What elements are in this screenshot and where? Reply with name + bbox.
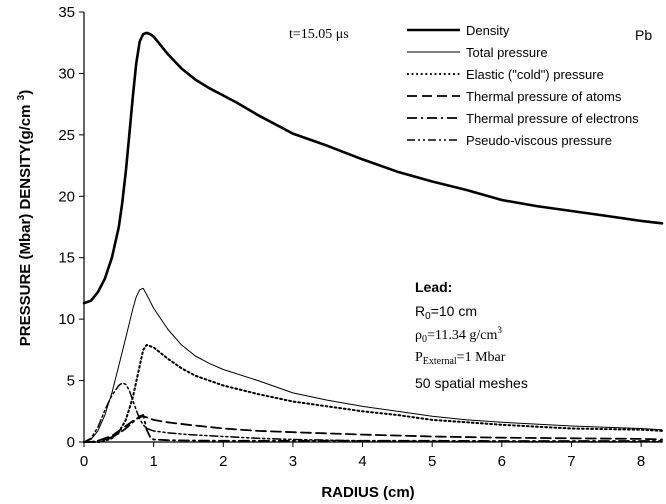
y-tick-label: 15 <box>58 250 75 267</box>
y-tick-label: 10 <box>58 311 75 328</box>
series-line-4 <box>83 414 663 443</box>
y-axis-label: PRESSURE (Mbar) DENSITY(g/cm 3) <box>16 90 34 346</box>
series-line-3 <box>83 415 663 443</box>
x-tick-label: 2 <box>219 453 227 470</box>
meshes-annotation: 50 spatial meshes <box>415 375 528 391</box>
rho0-annotation: ρ0=11.34 g/cm3 <box>415 325 502 345</box>
y-tick-label: 5 <box>67 373 75 390</box>
legend: Density Total pressure Elastic ("cold") pr… <box>407 23 639 148</box>
legend-label-0: Density <box>466 23 510 38</box>
y-tick-label: 20 <box>58 188 75 205</box>
axes <box>83 12 662 443</box>
material-title: Lead: <box>415 279 452 295</box>
r0-annotation: R0=10 cm <box>415 303 477 322</box>
x-tick-label: 5 <box>428 453 436 470</box>
y-tick-label: 25 <box>58 127 75 144</box>
series-line-1 <box>83 287 663 443</box>
legend-label-5: Pseudo-viscous pressure <box>466 133 612 148</box>
legend-label-1: Total pressure <box>466 45 548 60</box>
x-tick-label: 7 <box>567 453 575 470</box>
series-line-0 <box>82 31 664 305</box>
ticks: 0 1 2 3 4 5 6 7 8 0 5 10 15 20 25 30 35 <box>58 4 645 470</box>
x-tick-label: 3 <box>289 453 297 470</box>
series-layer <box>82 31 664 443</box>
x-tick-label: 6 <box>498 453 506 470</box>
legend-label-2: Elastic ("cold") pressure <box>466 67 604 82</box>
legend-label-4: Thermal pressure of electrons <box>466 111 639 126</box>
series-line-5 <box>83 382 663 443</box>
x-tick-label: 0 <box>80 453 88 470</box>
legend-label-3: Thermal pressure of atoms <box>466 89 622 104</box>
element-label: Pb <box>635 27 652 43</box>
pext-annotation: PExternal=1 Mbar <box>415 350 506 367</box>
x-tick-label: 8 <box>637 453 645 470</box>
y-tick-label: 0 <box>67 434 75 451</box>
x-tick-label: 4 <box>358 453 366 470</box>
y-tick-label: 35 <box>58 4 75 21</box>
series-line-2 <box>83 343 663 443</box>
y-tick-label: 30 <box>58 65 75 82</box>
x-tick-label: 1 <box>149 453 157 470</box>
x-axis-label: RADIUS (cm) <box>321 484 414 501</box>
time-annotation: t=15.05 μs <box>289 27 349 42</box>
